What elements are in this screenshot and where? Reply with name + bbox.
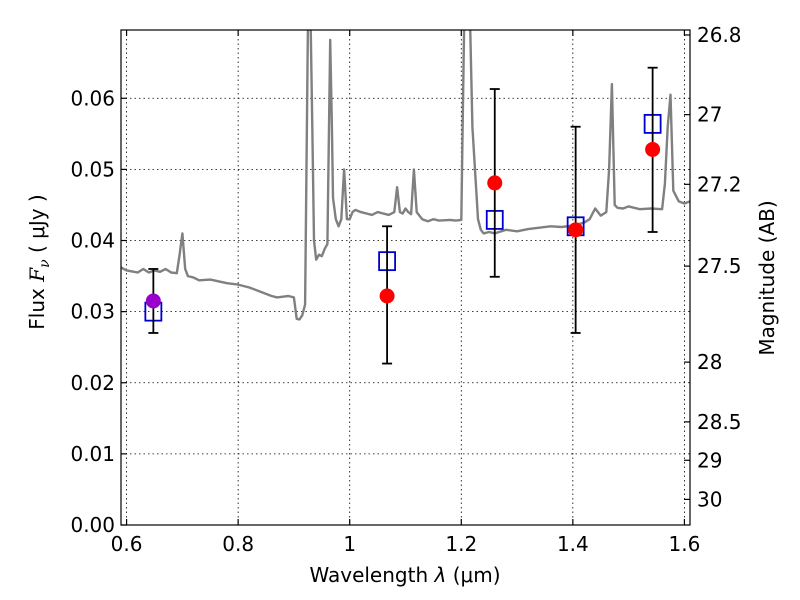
x-tick-label: 1 xyxy=(343,532,356,556)
y-axis-label: Flux Fν ( μJy ) xyxy=(25,194,53,329)
y2-tick-label: 27.2 xyxy=(697,172,742,196)
y-tick-label: 0.02 xyxy=(70,371,115,395)
x-tick-label: 1.2 xyxy=(445,532,477,556)
y2-tick-label: 27.5 xyxy=(697,254,742,278)
y2-tick-label: 28 xyxy=(697,350,722,374)
x-tick-label: 0.6 xyxy=(111,532,143,556)
y-tick-label: 0.04 xyxy=(70,229,115,253)
grid-lines xyxy=(121,30,690,525)
spectrum-line xyxy=(121,30,690,321)
observed-photometry-point xyxy=(645,141,661,157)
y-tick-label: 0.06 xyxy=(70,86,115,110)
y2-tick-label: 26.8 xyxy=(697,23,742,47)
plot-frame xyxy=(120,29,691,526)
optical-photometry-point xyxy=(145,293,161,309)
x-tick-label: 1.6 xyxy=(669,532,701,556)
y-tick-label: 0.01 xyxy=(70,442,115,466)
observed-photometry-point xyxy=(487,175,503,191)
observed-photometry-point xyxy=(568,222,584,238)
y-tick-label: 0.00 xyxy=(70,513,115,537)
x-axis-label: Wavelength λ (μm) xyxy=(309,563,500,587)
axis-ticks: 0.6 0.8 1 1.2 1.4 1.6 0.00 0.01 0.02 0.03 0.04 0.05… xyxy=(70,23,741,556)
y2-axis-label: Magnitude (AB) xyxy=(755,200,779,355)
y2-tick-label: 28.5 xyxy=(697,410,742,434)
y-tick-label: 0.05 xyxy=(70,157,115,181)
y2-tick-label: 29 xyxy=(697,448,722,472)
spectrum-layer xyxy=(121,30,690,321)
y-tick-label: 0.03 xyxy=(70,300,115,324)
points-layer xyxy=(144,66,662,365)
y2-tick-label: 30 xyxy=(697,487,722,511)
x-tick-label: 1.4 xyxy=(557,532,589,556)
x-tick-label: 0.8 xyxy=(222,532,254,556)
observed-photometry-point xyxy=(379,288,395,304)
y2-tick-label: 27 xyxy=(697,103,722,127)
